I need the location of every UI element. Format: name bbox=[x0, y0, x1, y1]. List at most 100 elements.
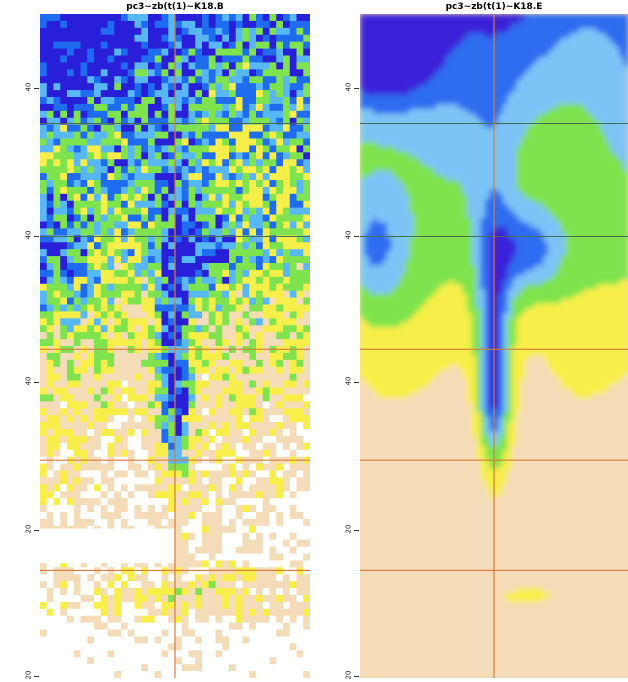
heatmap-cell bbox=[73, 366, 81, 375]
heatmap-cell bbox=[94, 221, 102, 229]
heatmap-cell bbox=[296, 415, 304, 423]
heatmap-cell bbox=[94, 463, 102, 471]
heatmap-cell bbox=[127, 595, 135, 603]
heatmap-cell bbox=[489, 89, 495, 96]
heatmap-cell bbox=[269, 359, 277, 368]
heatmap-cell bbox=[583, 47, 589, 53]
heatmap-cell bbox=[222, 505, 230, 513]
heatmap-cell bbox=[107, 152, 115, 160]
heatmap-cell bbox=[46, 138, 54, 146]
heatmap-cell bbox=[175, 193, 183, 202]
heatmap-cell bbox=[222, 124, 230, 133]
heatmap-cell bbox=[368, 37, 374, 44]
heatmap-cell bbox=[400, 23, 406, 29]
heatmap-cell bbox=[195, 595, 203, 603]
heatmap-cell bbox=[67, 435, 75, 444]
heatmap-cell bbox=[208, 332, 216, 340]
heatmap-cell bbox=[60, 283, 68, 292]
heatmap-cell bbox=[222, 41, 230, 50]
heatmap-cell bbox=[100, 359, 108, 368]
heatmap-cell bbox=[100, 491, 108, 499]
heatmap-cell bbox=[175, 138, 183, 146]
heatmap-cell bbox=[40, 152, 48, 160]
heatmap-cell bbox=[276, 532, 284, 541]
heatmap-cell bbox=[242, 622, 250, 631]
heatmap-cell bbox=[141, 422, 149, 430]
heatmap-cell bbox=[229, 228, 237, 236]
heatmap-cell bbox=[141, 235, 149, 243]
heatmap-cell bbox=[121, 152, 129, 160]
heatmap-cell bbox=[289, 249, 297, 257]
heatmap-cell bbox=[235, 615, 243, 624]
heatmap-cell bbox=[242, 318, 250, 326]
heatmap-cell bbox=[154, 373, 162, 382]
heatmap-cell bbox=[269, 477, 277, 485]
heatmap-cell bbox=[181, 595, 189, 603]
heatmap-cell bbox=[67, 477, 75, 485]
heatmap-cell bbox=[46, 629, 54, 637]
heatmap-cell bbox=[175, 415, 183, 423]
heatmap-cell bbox=[94, 276, 102, 285]
heatmap-cell bbox=[94, 477, 102, 485]
heatmap-cell bbox=[175, 90, 183, 98]
heatmap-cell bbox=[175, 283, 183, 292]
heatmap-cell bbox=[73, 629, 81, 637]
heatmap-cell bbox=[67, 484, 75, 492]
heatmap-cell bbox=[303, 671, 310, 678]
heatmap-cell bbox=[141, 608, 149, 617]
heatmap-cell bbox=[161, 124, 169, 133]
heatmap-cell bbox=[80, 518, 88, 527]
heatmap-cell bbox=[249, 518, 257, 527]
heatmap-cell bbox=[181, 615, 189, 624]
heatmap-cell bbox=[40, 429, 48, 437]
heatmap-cell bbox=[235, 484, 243, 492]
heatmap-cell bbox=[100, 671, 108, 678]
heatmap-cell bbox=[498, 32, 504, 39]
heatmap-cell bbox=[94, 588, 102, 596]
heatmap-cell bbox=[141, 297, 149, 305]
heatmap-cell bbox=[249, 553, 257, 561]
heatmap-cell bbox=[249, 615, 257, 624]
heatmap-cell bbox=[87, 408, 95, 416]
heatmap-cell bbox=[256, 429, 264, 437]
heatmap-cell bbox=[485, 89, 491, 96]
heatmap-cell bbox=[215, 249, 223, 257]
heatmap-cell bbox=[467, 47, 473, 53]
heatmap-cell bbox=[188, 97, 196, 105]
heatmap-cell bbox=[480, 56, 486, 63]
heatmap-cell bbox=[467, 14, 473, 20]
heatmap-cell bbox=[67, 48, 75, 56]
heatmap-cell bbox=[100, 477, 108, 485]
heatmap-cell bbox=[222, 650, 230, 658]
heatmap-cell bbox=[449, 47, 455, 53]
heatmap-cell bbox=[296, 518, 304, 527]
heatmap-cell bbox=[73, 152, 81, 160]
heatmap-cell bbox=[195, 567, 203, 575]
heatmap-cell bbox=[87, 27, 95, 36]
heatmap-cell bbox=[67, 636, 75, 644]
heatmap-cell bbox=[40, 608, 48, 617]
heatmap-cell bbox=[181, 110, 189, 119]
heatmap-cell bbox=[195, 636, 203, 644]
heatmap-cell bbox=[467, 94, 473, 100]
heatmap-cell bbox=[127, 622, 135, 631]
heatmap-cell bbox=[154, 124, 162, 133]
heatmap-cell bbox=[507, 85, 513, 91]
heatmap-cell bbox=[107, 435, 115, 444]
heatmap-cell bbox=[161, 325, 169, 333]
heatmap-cell bbox=[40, 629, 48, 637]
heatmap-cell bbox=[565, 56, 571, 63]
heatmap-cell bbox=[195, 601, 203, 610]
heatmap-cell bbox=[547, 75, 553, 81]
heatmap-cell bbox=[391, 66, 397, 72]
heatmap-cell bbox=[276, 332, 284, 340]
heatmap-cell bbox=[195, 664, 203, 672]
heatmap-cell bbox=[413, 99, 419, 105]
heatmap-cell bbox=[249, 484, 257, 492]
heatmap-cell bbox=[67, 311, 75, 319]
heatmap-cell bbox=[256, 83, 264, 91]
heatmap-cell bbox=[303, 256, 310, 264]
heatmap-cell bbox=[148, 491, 156, 499]
heatmap-cell bbox=[400, 37, 406, 44]
heatmap-cell bbox=[208, 318, 216, 326]
